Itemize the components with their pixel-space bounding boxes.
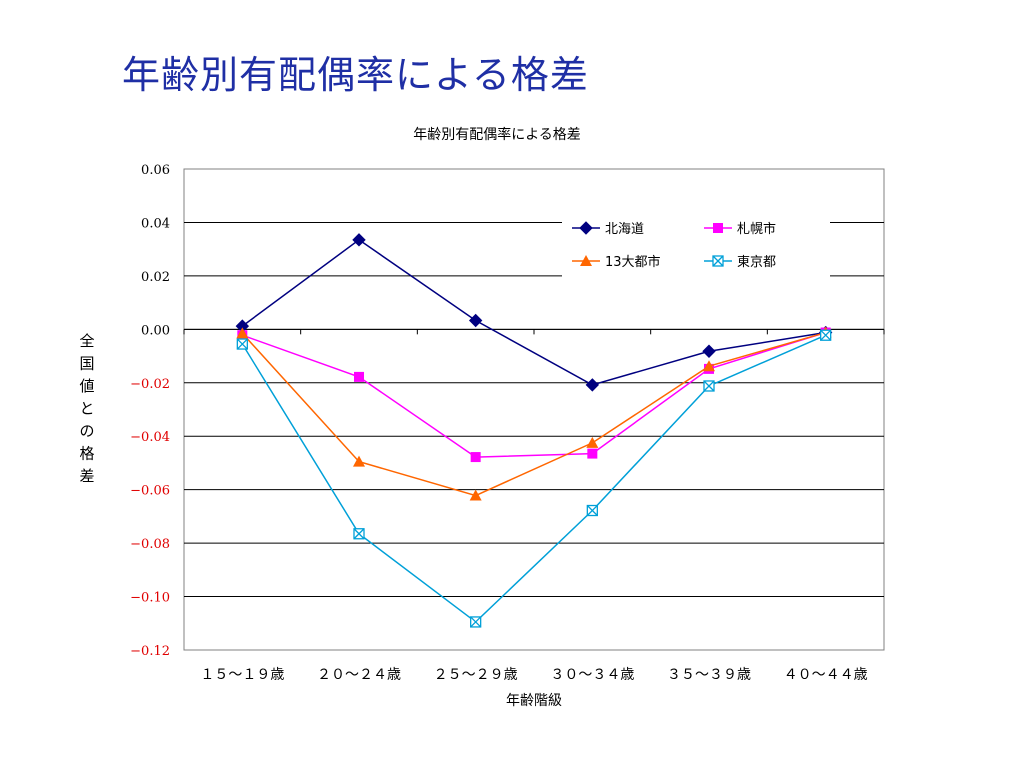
x-axis-label: 年齢階級 [506,693,562,709]
x-tick-label: ２０～２４歳 [317,667,401,683]
data-point [353,455,365,467]
legend-item: 東京都 [704,254,776,270]
series-line [241,334,826,623]
chart-title: 年齢別有配偶率による格差 [413,126,581,143]
data-point [703,360,715,372]
data-point [712,255,724,267]
legend-label: 札幌市 [737,221,776,237]
series-東京都 [236,329,832,628]
data-point [236,327,249,339]
data-point [470,616,482,628]
legend-label: 北海道 [605,222,644,237]
legend-label: 13大都市 [605,254,661,270]
data-point [820,329,832,341]
y-axis-label-char: 全 [79,332,94,350]
y-tick-label: 0.06 [141,163,170,178]
x-tick-label: ２５～２９歳 [434,667,518,683]
data-point [713,223,723,233]
y-tick-label: 0.02 [141,270,170,285]
x-tick-label: ３０～３４歳 [550,667,634,683]
data-point [353,528,365,540]
x-tick-label: ３５～３９歳 [667,667,751,683]
y-tick-label: −0.06 [130,484,170,499]
y-axis-label-char: の [79,422,94,440]
legend-label: 東京都 [737,254,776,270]
legend: 北海道 札幌市 13大都市 東京都 [562,210,830,280]
y-tick-label: 0.00 [141,323,170,338]
y-axis-label-char: 値 [79,377,94,395]
y-tick-label: −0.02 [130,377,170,392]
data-point [586,504,598,517]
data-point [352,233,366,247]
legend-item: 13大都市 [572,254,661,270]
y-tick-label: −0.10 [130,591,170,606]
data-point [585,378,600,392]
y-tick-label: −0.08 [130,537,170,552]
y-axis-ticks: 0.06 0.04 0.02 0.00 −0.02 −0.04 −0.06 −0.08 −0.1… [130,163,170,659]
y-axis-label-char: と [79,400,94,418]
series-line [242,331,826,458]
legend-item: 北海道 [572,221,644,237]
data-point [579,221,593,235]
y-tick-label: −0.12 [130,644,170,659]
series-line [241,331,826,497]
y-tick-label: 0.04 [141,216,170,231]
y-tick-label: −0.04 [130,430,170,445]
data-point [580,255,592,266]
x-tick-label: ４０～４４歳 [784,667,868,683]
data-point [468,313,483,328]
legend-item: 札幌市 [704,221,776,237]
data-point [587,448,598,459]
x-tick-label: １５～１９歳 [200,667,284,683]
data-point [236,338,248,350]
data-point [469,489,482,501]
data-point [702,344,716,358]
data-point [703,380,715,392]
y-axis-label-char: 差 [79,467,94,485]
series-北海道 [235,233,833,392]
series-line [241,238,826,386]
x-axis: １５～１９歳 ２０～２４歳 ２５～２９歳 ３０～３４歳 ３５～３９歳 ４０～４４歳 [183,328,885,683]
legend-box [562,210,830,280]
data-point [470,452,481,463]
y-axis-label-char: 国 [79,355,94,373]
data-point [354,371,364,382]
data-point [586,436,599,448]
y-axis-label-char: 格 [79,445,94,463]
series-layer [235,233,833,628]
slide-title: 年齢別有配偶率による格差 [122,53,589,97]
